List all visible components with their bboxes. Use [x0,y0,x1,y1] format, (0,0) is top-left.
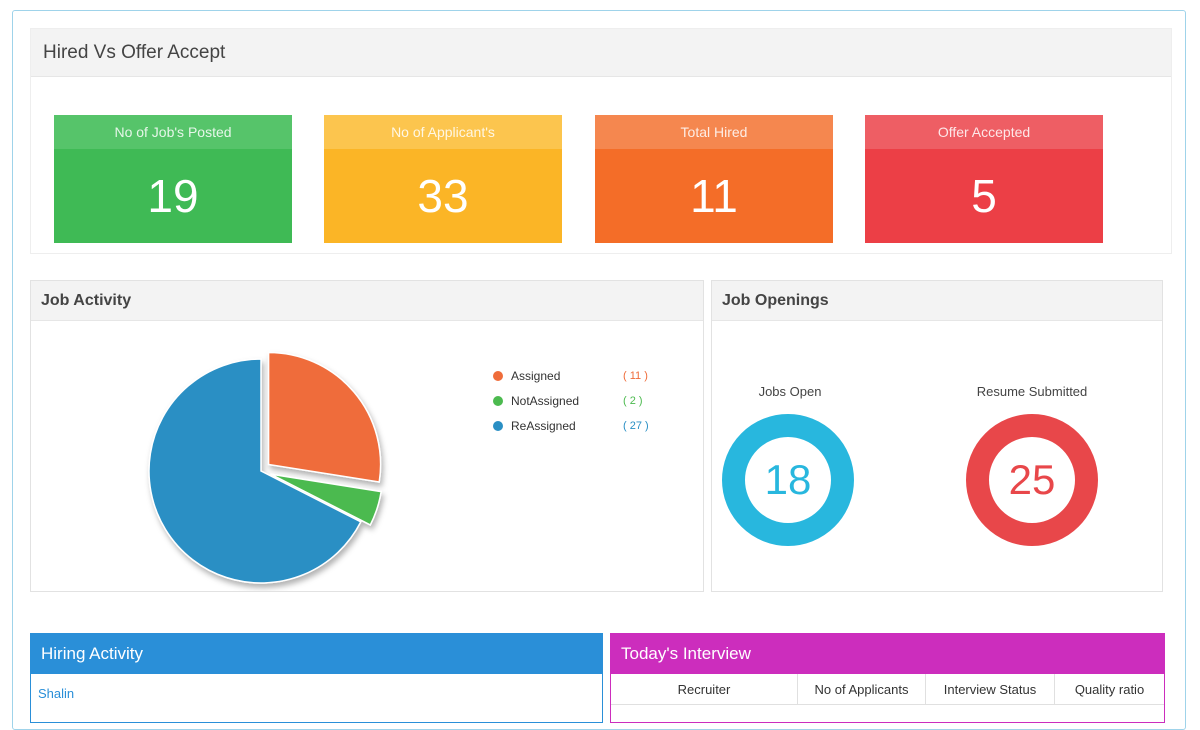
jobs-posted-value: 19 [54,149,292,243]
jobs-posted-card[interactable]: No of Job's Posted 19 [54,115,292,243]
total-hired-card[interactable]: Total Hired 11 [595,115,833,243]
jobs-open-value: 18 [764,456,812,503]
job-openings-panel: Job Openings Jobs Open 18 Resume Submitt… [711,280,1163,592]
jobs-open-ring[interactable]: 18 [722,414,854,546]
pie-slice-assigned[interactable] [267,351,382,483]
col-no-of-applicants[interactable]: No of Applicants [798,674,926,704]
applicants-card[interactable]: No of Applicant's 33 [324,115,562,243]
todays-interview-title: Today's Interview [611,634,1164,674]
reassigned-dot-icon [493,421,503,431]
hiring-activity-item-link[interactable]: Shalin [38,686,75,701]
pie-slice-notassigned[interactable] [270,473,382,526]
resume-submitted-value: 25 [1008,456,1056,503]
legend-item-reassigned[interactable]: ReAssigned ( 27 ) [493,419,649,433]
interview-table-header: Recruiter No of Applicants Interview Sta… [611,674,1164,705]
resume-submitted-ring[interactable]: 25 [966,414,1098,546]
offer-accepted-label: Offer Accepted [865,115,1103,149]
hired-vs-offer-title: Hired Vs Offer Accept [31,29,1171,77]
legend-reassigned-name: ReAssigned [511,419,576,433]
legend-item-notassigned[interactable]: NotAssigned ( 2 ) [493,394,643,408]
total-hired-label: Total Hired [595,115,833,149]
hired-vs-offer-panel: Hired Vs Offer Accept No of Job's Posted… [30,28,1172,254]
job-activity-title: Job Activity [31,281,703,321]
total-hired-value: 11 [595,149,833,243]
assigned-dot-icon [493,371,503,381]
todays-interview-panel: Today's Interview Recruiter No of Applic… [610,633,1165,723]
applicants-label: No of Applicant's [324,115,562,149]
jobs-open-label: Jobs Open [758,384,822,399]
pie-slice-reassigned[interactable] [148,358,362,584]
legend-assigned-name: Assigned [511,369,561,383]
hiring-activity-panel: Hiring Activity Shalin [30,633,603,723]
hiring-activity-title: Hiring Activity [31,634,602,674]
notassigned-dot-icon [493,396,503,406]
legend-notassigned-count: ( 2 ) [623,395,643,407]
job-openings-title: Job Openings [712,281,1162,321]
offer-accepted-value: 5 [865,149,1103,243]
applicants-value: 33 [324,149,562,243]
job-activity-panel: Job Activity Assigned ( 11 ) NotAssigned… [30,280,704,592]
col-interview-status[interactable]: Interview Status [926,674,1055,704]
jobs-posted-label: No of Job's Posted [54,115,292,149]
legend-notassigned-name: NotAssigned [511,394,580,408]
legend-assigned-count: ( 11 ) [623,370,648,382]
col-recruiter[interactable]: Recruiter [611,674,798,704]
resume-submitted-label: Resume Submitted [976,384,1088,399]
offer-accepted-card[interactable]: Offer Accepted 5 [865,115,1103,243]
legend-item-assigned[interactable]: Assigned ( 11 ) [493,369,648,383]
legend-reassigned-count: ( 27 ) [623,420,649,432]
col-quality-ratio[interactable]: Quality ratio [1074,681,1145,697]
job-activity-pie-chart [148,351,382,584]
